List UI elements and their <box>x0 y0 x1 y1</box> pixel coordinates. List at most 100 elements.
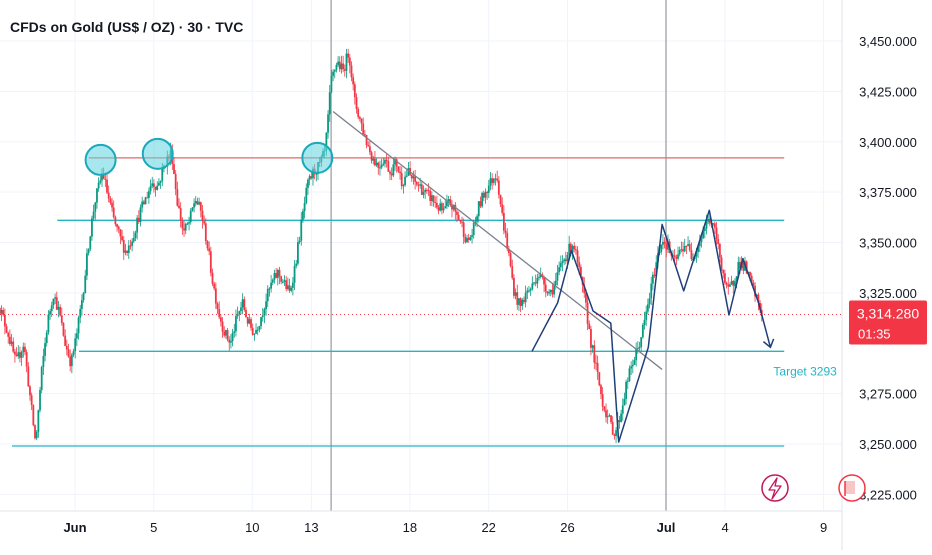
candle-body <box>340 63 343 70</box>
candle-body <box>424 189 427 193</box>
candle-body <box>459 219 462 222</box>
candle-body <box>451 205 453 210</box>
candle-body <box>79 308 82 318</box>
candle-body <box>216 303 219 310</box>
candle-body <box>690 250 693 260</box>
candle-body <box>472 223 475 236</box>
candle-body <box>489 178 492 186</box>
candle-body <box>685 245 688 247</box>
candle-body <box>345 53 348 71</box>
candle-body <box>419 184 422 186</box>
candle-body <box>193 203 195 208</box>
candle-body <box>280 276 283 282</box>
candle-body <box>178 205 180 209</box>
candle-body <box>10 341 13 344</box>
candle-body <box>712 223 715 225</box>
candle-body <box>707 218 710 222</box>
pattern-path <box>531 209 772 443</box>
candle-body <box>579 266 582 277</box>
candle-body <box>221 321 224 332</box>
candle-body <box>307 179 309 188</box>
candle-body <box>59 306 62 316</box>
candle-body <box>288 285 291 291</box>
highlight-circles <box>84 137 334 176</box>
candle-body <box>405 175 408 177</box>
candle-body <box>725 282 728 285</box>
x-tick-label: 10 <box>245 520 259 535</box>
candle-body <box>54 297 57 299</box>
candle-body <box>638 347 641 349</box>
candle-body <box>464 237 467 243</box>
candle-body <box>387 161 390 172</box>
candle-body <box>228 339 231 343</box>
candle-body <box>40 367 43 391</box>
price-tag-box <box>849 300 927 345</box>
candle-body <box>96 188 98 203</box>
candle-body <box>337 61 339 65</box>
candle-body <box>590 328 592 348</box>
candle-body <box>335 64 338 70</box>
candle-body <box>688 244 691 251</box>
candle-body <box>260 317 262 327</box>
candle-body <box>89 236 92 250</box>
candle-body <box>600 385 602 395</box>
lightning-icon[interactable] <box>761 474 789 502</box>
candle-body <box>102 173 105 180</box>
candle-body <box>15 354 18 357</box>
candle-body <box>74 338 77 352</box>
candle-body <box>558 267 561 273</box>
candle-body <box>400 173 403 187</box>
candle-body <box>630 366 633 369</box>
y-tick-label: 3,375.000 <box>859 185 917 200</box>
candle-body <box>333 69 336 72</box>
candle-body <box>305 187 308 204</box>
candle-body <box>126 250 129 253</box>
candle-body <box>24 346 26 353</box>
candle-body <box>236 314 239 316</box>
candle-body <box>276 269 279 278</box>
candle-body <box>375 162 378 166</box>
candle-body <box>749 271 751 276</box>
candle-body <box>523 299 525 303</box>
candle-body <box>528 290 530 292</box>
candle-body <box>454 204 457 212</box>
candle-body <box>199 202 202 211</box>
candle-body <box>343 69 346 71</box>
candle-body <box>429 190 432 201</box>
price-axis[interactable]: 3,450.000 3,425.000 3,400.000 3,375.000 3,35… <box>859 34 917 502</box>
candle-body <box>678 250 681 255</box>
candle-body <box>295 263 298 267</box>
candle-body <box>502 212 505 231</box>
time-axis[interactable]: Jun 5 10 13 18 22 26 Jul 4 9 <box>63 520 827 535</box>
candle-body <box>374 158 376 166</box>
candle-body <box>534 282 537 284</box>
candle-body <box>315 173 318 175</box>
candle-body <box>533 282 535 284</box>
candle-body <box>112 207 115 218</box>
candle-body <box>273 273 276 280</box>
candle-body <box>149 186 152 192</box>
candle-body <box>466 237 468 243</box>
candle-body <box>209 251 212 273</box>
candle-body <box>615 430 617 437</box>
candle-body <box>457 214 460 220</box>
candle-body <box>60 315 63 323</box>
candle-body <box>739 261 741 268</box>
candle-body <box>574 249 577 251</box>
candle-body <box>188 222 190 224</box>
candle-body <box>384 159 386 164</box>
candle-body <box>35 431 38 439</box>
grid <box>0 0 842 511</box>
candle-body <box>116 224 118 227</box>
flag-icon[interactable] <box>838 474 866 502</box>
candle-body <box>146 197 149 199</box>
candle-body <box>291 282 294 288</box>
candle-body <box>214 288 217 304</box>
candle-body <box>392 164 395 176</box>
candle-body <box>446 201 448 207</box>
candle-body <box>385 159 388 162</box>
price-tag-countdown: 01:35 <box>858 326 891 341</box>
candle-body <box>231 332 234 342</box>
